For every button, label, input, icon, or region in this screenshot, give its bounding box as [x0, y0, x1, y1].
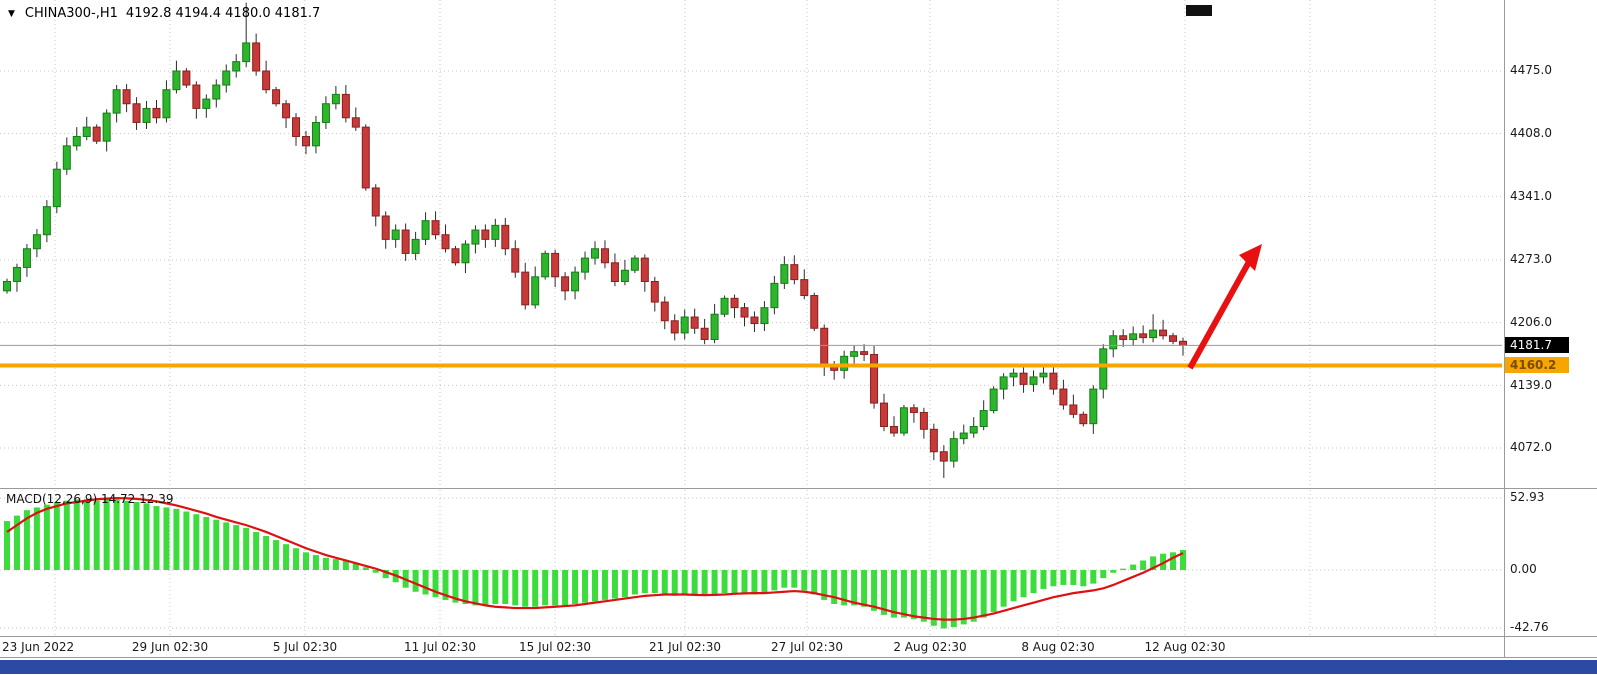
time-axis-label: 8 Aug 02:30 [1021, 640, 1095, 654]
time-axis-label: 23 Jun 2022 [2, 640, 75, 654]
price-axis-label: 4408.0 [1510, 126, 1552, 140]
ohlc-values: 4192.8 4194.4 4180.0 4181.7 [125, 6, 321, 21]
macd-axis-label: 0.00 [1510, 562, 1537, 576]
price-axis-label: 4475.0 [1510, 63, 1552, 77]
price-axis-separator [1504, 0, 1505, 657]
time-axis-divider [0, 657, 1597, 658]
candles [3, 2, 1187, 478]
price-axis-label: 4341.0 [1510, 189, 1552, 203]
price-level-tag: 4160.2 [1505, 357, 1569, 373]
time-axis-label: 27 Jul 02:30 [771, 640, 843, 654]
chart-shift-marker[interactable] [1186, 5, 1212, 16]
time-axis-label: 11 Jul 02:30 [404, 640, 476, 654]
current-price-tag: 4181.7 [1505, 337, 1569, 353]
price-axis-label: 4273.0 [1510, 252, 1552, 266]
price-axis-label: 4139.0 [1510, 378, 1552, 392]
time-axis-label: 21 Jul 02:30 [649, 640, 721, 654]
macd-signal-line [6, 496, 1184, 621]
symbol-dropdown-icon[interactable]: ▼ [8, 8, 15, 19]
panel-divider[interactable] [0, 488, 1597, 489]
time-axis-label: 5 Jul 02:30 [272, 640, 338, 654]
time-axis-label: 15 Jul 02:30 [519, 640, 591, 654]
macd-histogram [4, 499, 1186, 629]
symbol-timeframe-label: CHINA300-,H1 [24, 6, 118, 21]
gridlines [0, 0, 1502, 635]
time-axis-label: 2 Aug 02:30 [893, 640, 967, 654]
time-axis-label: 12 Aug 02:30 [1144, 640, 1226, 654]
price-axis-label: 4072.0 [1510, 440, 1552, 454]
chart-header: ▼ CHINA300-,H1 4192.8 4194.4 4180.0 4181… [8, 6, 320, 21]
time-axis-label: 29 Jun 02:30 [131, 640, 209, 654]
macd-bottom-divider [0, 636, 1597, 637]
macd-axis-label: 52.93 [1510, 490, 1545, 504]
bottom-blue-bar [0, 660, 1597, 674]
macd-axis-label: -42.76 [1510, 620, 1549, 634]
indicator-label: MACD(12,26,9) 14.72 12.39 [6, 492, 174, 506]
trend-arrow-annotation[interactable] [1187, 244, 1262, 370]
price-axis-label: 4206.0 [1510, 315, 1552, 329]
